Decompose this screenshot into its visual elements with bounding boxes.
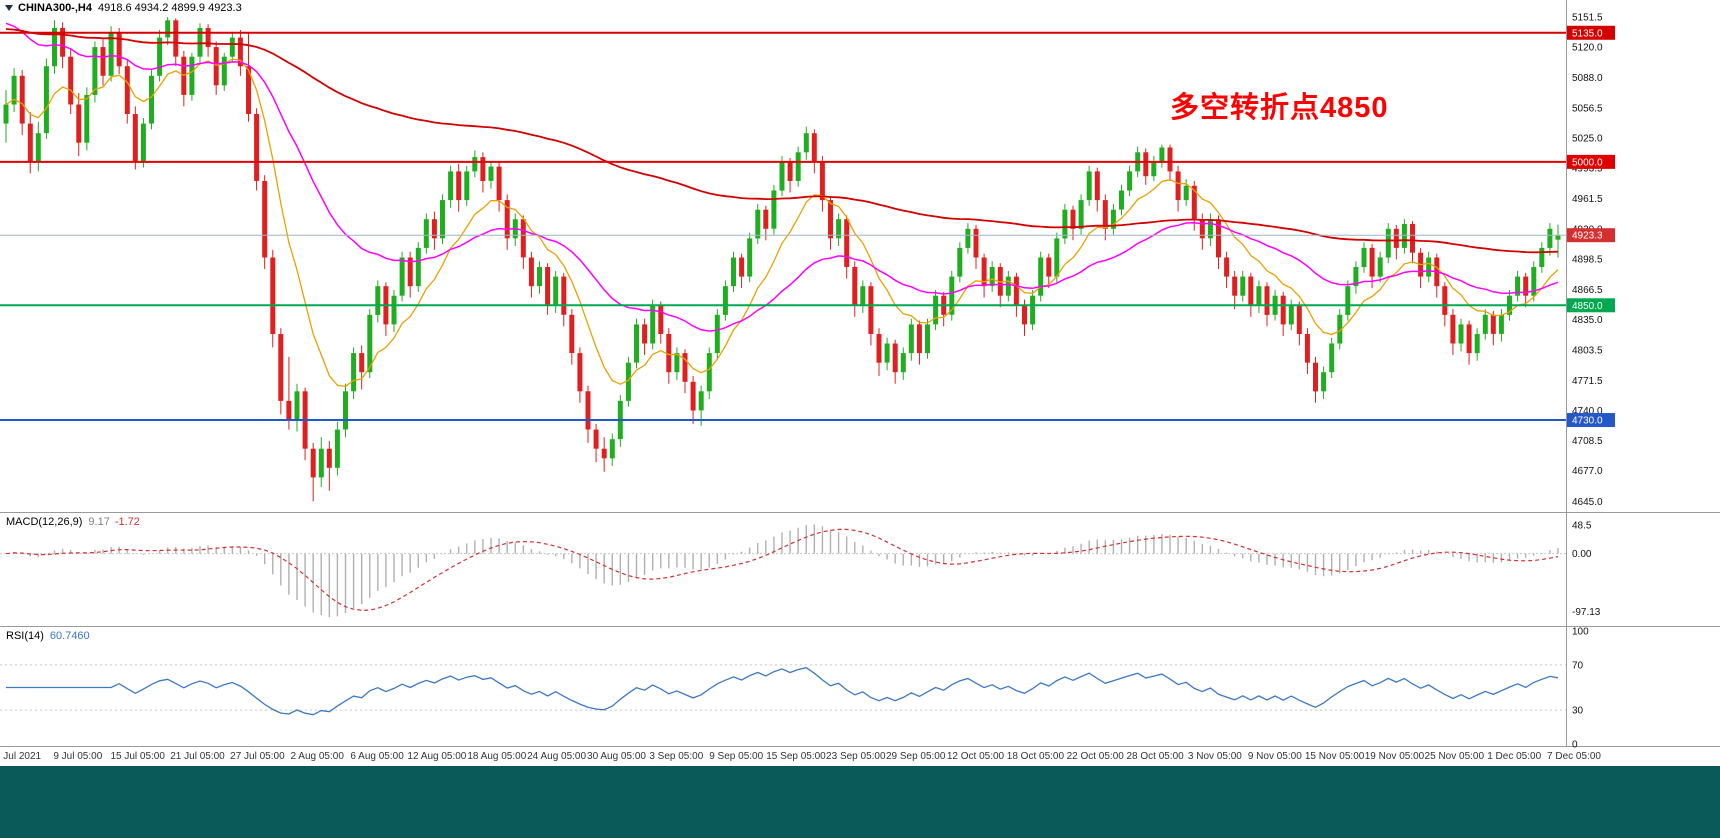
svg-text:18 Oct 05:00: 18 Oct 05:00 [1007,751,1065,762]
svg-text:4923.3: 4923.3 [1572,231,1603,242]
svg-text:4740.0: 4740.0 [1572,406,1603,417]
svg-text:9 Jul 05:00: 9 Jul 05:00 [53,751,102,762]
svg-text:0.00: 0.00 [1572,549,1592,560]
bottom-strip [0,766,1720,838]
svg-text:4993.5: 4993.5 [1572,164,1603,175]
svg-text:15 Sep 05:00: 15 Sep 05:00 [766,751,826,762]
macd-main-value: 9.17 [88,516,110,528]
svg-text:9 Nov 05:00: 9 Nov 05:00 [1248,751,1302,762]
svg-text:5151.5: 5151.5 [1572,12,1603,23]
svg-text:9 Sep 05:00: 9 Sep 05:00 [709,751,763,762]
svg-text:4850.0: 4850.0 [1572,301,1603,312]
price-scale[interactable]: 5151.5 5120.0 5088.0 5056.5 5025.0 4993.5 4961… [1572,12,1603,507]
macd-histogram [13,524,1559,618]
svg-text:48.5: 48.5 [1572,520,1592,531]
level-badge-4850.0 [1567,298,1615,313]
svg-text:5056.5: 5056.5 [1572,103,1603,114]
current-price-marker: 4923.3 [0,228,1615,243]
ma-fast-line [5,58,1559,388]
svg-text:18 Aug 05:00: 18 Aug 05:00 [467,751,526,762]
pane-borders [0,0,1720,747]
svg-text:4645.0: 4645.0 [1572,497,1603,508]
svg-text:4866.5: 4866.5 [1572,285,1603,296]
annotation-text[interactable]: 多空转折点4850 [1170,92,1389,124]
svg-text:3 Nov 05:00: 3 Nov 05:00 [1188,751,1242,762]
candlestick-series [3,17,1561,502]
rsi-scale[interactable]: 100 70 30 0 [1572,627,1589,751]
svg-text:6 Aug 05:00: 6 Aug 05:00 [350,751,404,762]
svg-text:5000.0: 5000.0 [1572,157,1603,168]
svg-text:4771.5: 4771.5 [1572,376,1603,387]
svg-text:12 Oct 05:00: 12 Oct 05:00 [947,751,1005,762]
svg-text:5088.0: 5088.0 [1572,73,1603,84]
level-badge-5135.0 [1567,25,1615,40]
svg-text:21 Jul 05:00: 21 Jul 05:00 [170,751,225,762]
svg-text:22 Oct 05:00: 22 Oct 05:00 [1067,751,1125,762]
svg-text:3 Sep 05:00: 3 Sep 05:00 [649,751,703,762]
ma-slow-line [5,28,1559,254]
svg-text:4677.0: 4677.0 [1572,466,1603,477]
chart-dropdown-icon[interactable] [5,4,13,11]
svg-text:0: 0 [1572,740,1578,751]
svg-text:-97.13: -97.13 [1572,607,1601,618]
horizontal-levels: 5135.0 5000.0 4850.0 4730.0 [0,25,1615,428]
level-badge-4730.0 [1567,413,1615,428]
svg-text:7 Dec 05:00: 7 Dec 05:00 [1547,751,1601,762]
macd-indicator-label: MACD(12,26,9) 9.17 -1.72 [6,516,140,528]
chart-canvas[interactable]: 5151.5 5120.0 5088.0 5056.5 5025.0 4993.5 4961… [0,0,1720,766]
svg-text:5135.0: 5135.0 [1572,28,1603,39]
svg-text:25 Nov 05:00: 25 Nov 05:00 [1425,751,1485,762]
macd-name: MACD(12,26,9) [6,516,83,528]
svg-text:23 Sep 05:00: 23 Sep 05:00 [826,751,886,762]
ohlc-values: 4918.6 4934.2 4899.9 4923.3 [97,2,242,14]
ma-mid-line [5,22,1559,332]
rsi-value: 60.7460 [49,630,90,642]
svg-text:4708.5: 4708.5 [1572,436,1603,447]
svg-text:4961.5: 4961.5 [1572,194,1603,205]
svg-text:70: 70 [1572,660,1584,671]
macd-signal-value: -1.72 [114,516,140,528]
rsi-line [6,667,1559,716]
svg-text:30: 30 [1572,706,1584,717]
svg-text:19 Nov 05:00: 19 Nov 05:00 [1365,751,1425,762]
svg-text:100: 100 [1572,627,1589,638]
svg-text:5120.0: 5120.0 [1572,43,1603,54]
svg-text:30 Aug 05:00: 30 Aug 05:00 [587,751,646,762]
svg-text:2 Aug 05:00: 2 Aug 05:00 [291,751,345,762]
svg-text:1 Dec 05:00: 1 Dec 05:00 [1487,751,1541,762]
time-scale[interactable]: 5 Jul 2021 9 Jul 05:00 15 Jul 05:00 21 Jul … [0,751,1601,762]
rsi-indicator-label: RSI(14) 60.7460 [6,630,90,642]
macd-scale[interactable]: 48.5 0.00 -97.13 [1572,520,1601,618]
svg-text:5025.0: 5025.0 [1572,133,1603,144]
svg-text:4898.5: 4898.5 [1572,254,1603,265]
svg-text:29 Sep 05:00: 29 Sep 05:00 [886,751,946,762]
svg-text:27 Jul 05:00: 27 Jul 05:00 [230,751,285,762]
macd-signal-line [5,528,1559,611]
svg-text:12 Aug 05:00: 12 Aug 05:00 [407,751,466,762]
symbol-ohlc-label: CHINA300-,H4 4918.6 4934.2 4899.9 4923.3 [4,2,242,14]
level-badge-5000.0 [1567,154,1615,169]
svg-text:5 Jul 2021: 5 Jul 2021 [0,751,42,762]
rsi-name: RSI(14) [6,630,44,642]
svg-text:15 Nov 05:00: 15 Nov 05:00 [1305,751,1365,762]
svg-text:4730.0: 4730.0 [1572,416,1603,427]
svg-text:4803.5: 4803.5 [1572,345,1603,356]
symbol-timeframe: CHINA300-,H4 [18,2,92,14]
svg-text:24 Aug 05:00: 24 Aug 05:00 [527,751,586,762]
svg-text:15 Jul 05:00: 15 Jul 05:00 [110,751,165,762]
svg-text:28 Oct 05:00: 28 Oct 05:00 [1126,751,1184,762]
svg-text:4835.0: 4835.0 [1572,315,1603,326]
